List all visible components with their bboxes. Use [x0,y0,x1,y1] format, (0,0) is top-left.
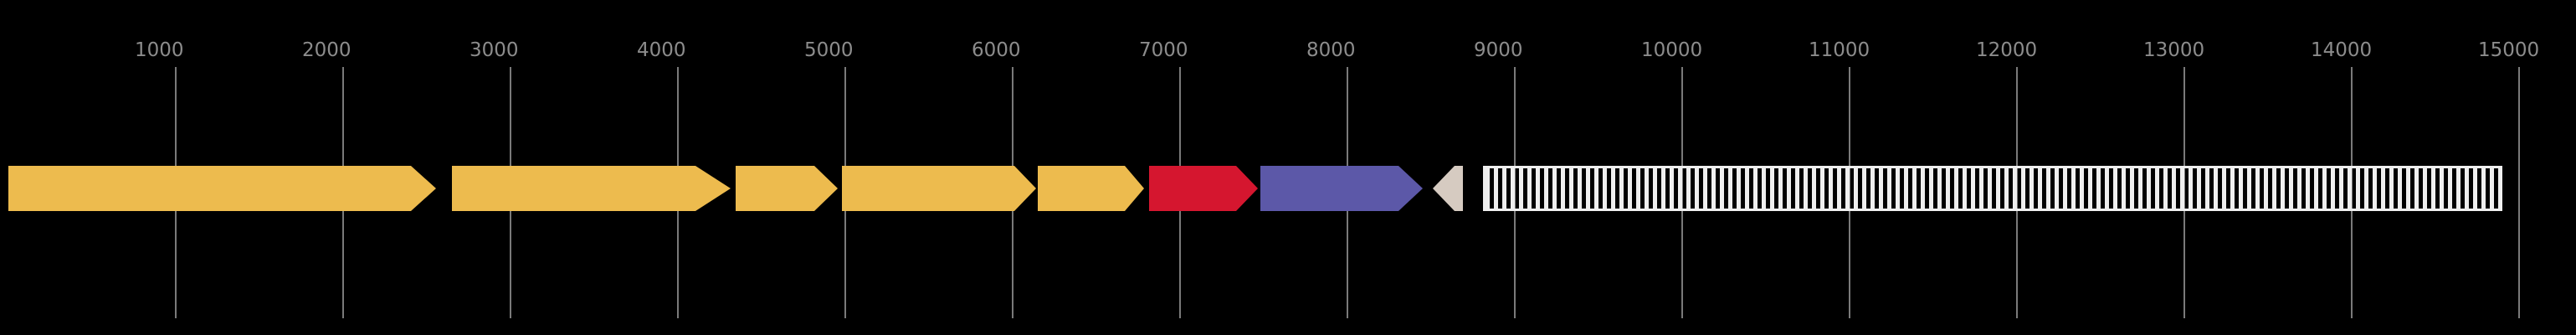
gene-arrow-forward [842,166,1036,211]
gene-arrow-forward [1149,166,1258,211]
gene-arrow-forward [8,166,436,211]
axis-tick-label: 8000 [1306,39,1356,61]
axis-tick-label: 13000 [2143,39,2205,61]
axis-tick-label: 10000 [1641,39,1703,61]
axis-tick-label: 2000 [302,39,352,61]
gene-arrow-reverse [1433,166,1463,211]
axis-tick-label: 15000 [2478,39,2540,61]
axis-tick-label: 14000 [2311,39,2373,61]
axis-tick-label: 1000 [135,39,184,61]
axis-tick-label: 6000 [972,39,1021,61]
axis-tick-label: 12000 [1976,39,2038,61]
axis-tick-label: 9000 [1474,39,1523,61]
axis-tick-label: 11000 [1809,39,1870,61]
axis-tick-label: 5000 [804,39,854,61]
axis-gridline [2518,67,2520,318]
axis-tick-label: 7000 [1139,39,1188,61]
gene-arrow-forward [1038,166,1144,211]
axis-tick-label: 3000 [470,39,519,61]
gene-arrow-forward [1260,166,1423,211]
axis-tick-label: 4000 [637,39,686,61]
hatched-region [1483,166,2502,211]
gene-arrow-forward [736,166,838,211]
gene-arrow-forward [452,166,731,211]
